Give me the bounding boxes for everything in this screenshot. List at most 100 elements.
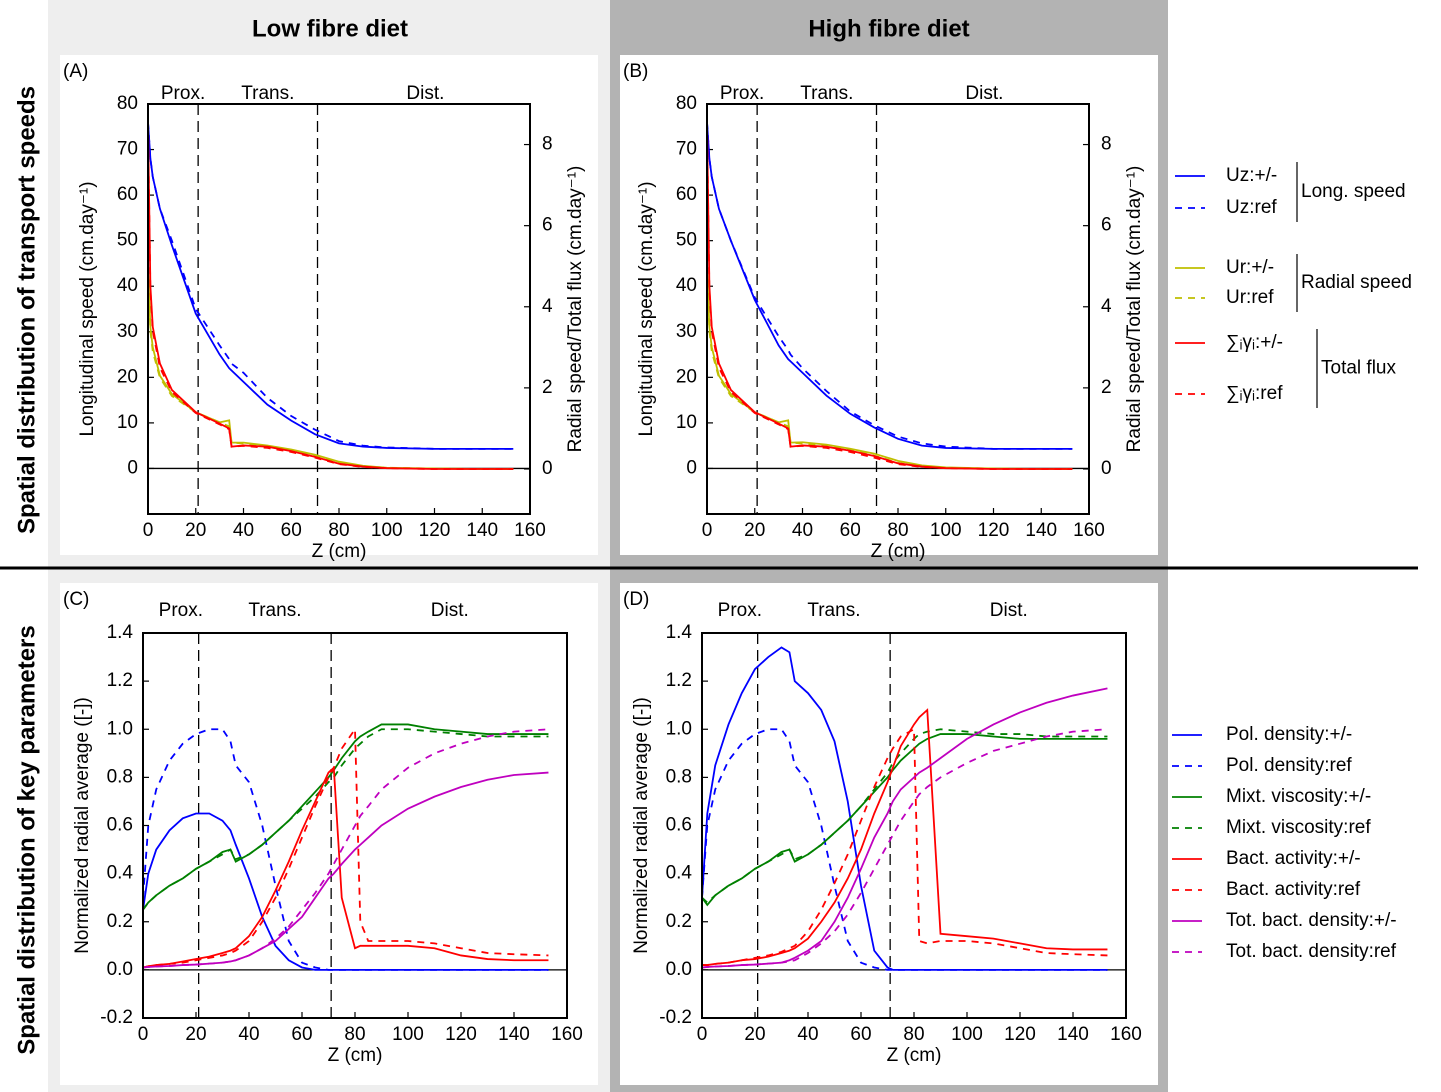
plot-frame — [147, 103, 531, 515]
legend-label: Mixt. viscosity:+/- — [1226, 786, 1371, 807]
legend-label: Mixt. viscosity:ref — [1226, 817, 1371, 838]
y2-tick-label: 8 — [1101, 134, 1112, 155]
x-tick-label: 0 — [697, 1024, 708, 1045]
y-tick-label: 40 — [676, 275, 697, 296]
series-line — [701, 728, 1108, 904]
legend-label: Pol. density:+/- — [1226, 724, 1352, 745]
y2-tick-label: 8 — [542, 134, 553, 155]
region-label: Prox. — [718, 600, 762, 621]
legend-label: Ur:+/- — [1226, 257, 1274, 278]
x-tick-label: 20 — [744, 520, 765, 541]
y-axis-label: Normalized radial average ([-]) — [631, 697, 652, 954]
x-tick-label: 80 — [903, 1024, 924, 1045]
y2-tick-label: 2 — [542, 377, 553, 398]
y-axis-label: Normalized radial average ([-]) — [72, 697, 93, 954]
panel-background — [60, 583, 598, 1085]
region-label: Trans. — [241, 83, 294, 104]
row-label: Spatial distribution of transport speeds — [13, 86, 40, 534]
legend-label: Tot. bact. density:ref — [1226, 941, 1397, 962]
x-axis-label: Z (cm) — [312, 541, 367, 562]
series-line — [702, 727, 1108, 966]
panel-background — [620, 55, 1158, 555]
x-tick-label: 160 — [1110, 1024, 1142, 1045]
x-axis-label: Z (cm) — [887, 1045, 942, 1066]
x-tick-label: 80 — [344, 1024, 365, 1045]
y-tick-label: 30 — [117, 321, 138, 342]
series-line — [142, 728, 549, 971]
legend-label: Pol. density:ref — [1226, 755, 1352, 776]
y2-tick-label: 4 — [1101, 296, 1112, 317]
region-label: Prox. — [159, 600, 203, 621]
y-tick-label: 1.0 — [107, 718, 133, 739]
region-label: Dist. — [965, 83, 1003, 104]
x-tick-label: 60 — [291, 1024, 312, 1045]
series-line — [706, 124, 1073, 470]
legend-label: Bact. activity:+/- — [1226, 848, 1361, 869]
region-label: Prox. — [161, 83, 205, 104]
y-tick-label: 70 — [117, 139, 138, 160]
region-label: Dist. — [431, 600, 469, 621]
x-tick-label: 40 — [792, 520, 813, 541]
y2-tick-label: 6 — [1101, 215, 1112, 236]
region-label: Trans. — [248, 600, 301, 621]
y-tick-label: 10 — [676, 412, 697, 433]
panel-background — [60, 55, 598, 555]
x-tick-label: 40 — [238, 1024, 259, 1045]
series-line — [147, 122, 514, 450]
y-tick-label: 80 — [676, 93, 697, 114]
y2-tick-label: 0 — [542, 458, 553, 479]
y-tick-label: 0.2 — [107, 911, 133, 932]
x-tick-label: 160 — [1073, 520, 1105, 541]
y-tick-label: 50 — [117, 230, 138, 251]
y-axis-label: Longitudinal speed (cm.day⁻¹) — [77, 181, 98, 436]
y-tick-label: 0.4 — [107, 863, 134, 884]
panel-label: (B) — [623, 61, 648, 82]
x-tick-label: 100 — [930, 520, 962, 541]
panel-label: (A) — [63, 61, 88, 82]
column-header: High fibre diet — [808, 15, 969, 42]
x-tick-label: 60 — [281, 520, 302, 541]
y2-axis-label: Radial speed/Total flux (cm.day⁻¹) — [565, 166, 586, 453]
y-tick-label: 0.0 — [107, 959, 133, 980]
y-tick-label: 0 — [686, 457, 697, 478]
y-tick-label: 70 — [676, 139, 697, 160]
y-tick-label: 20 — [676, 366, 697, 387]
y-tick-label: 0.2 — [666, 911, 692, 932]
y-tick-label: 1.4 — [666, 622, 693, 643]
x-tick-label: 120 — [445, 1024, 477, 1045]
x-tick-label: 20 — [185, 1024, 206, 1045]
region-label: Dist. — [406, 83, 444, 104]
y-tick-label: 1.0 — [666, 718, 692, 739]
y-tick-label: 60 — [117, 184, 138, 205]
legend-label: ∑ᵢγᵢ:+/- — [1226, 332, 1283, 353]
x-tick-label: 100 — [371, 520, 403, 541]
legend-group-label: Total flux — [1321, 358, 1396, 379]
y-tick-label: 0.8 — [107, 766, 133, 787]
y-tick-label: 0.8 — [666, 766, 692, 787]
plot-frame — [142, 632, 568, 1019]
x-tick-label: 40 — [797, 1024, 818, 1045]
column-header: Low fibre diet — [252, 15, 408, 42]
x-tick-label: 160 — [514, 520, 546, 541]
series-line — [147, 124, 514, 470]
x-tick-label: 100 — [392, 1024, 424, 1045]
y-tick-label: 0.4 — [666, 863, 693, 884]
legend-label: Tot. bact. density:+/- — [1226, 910, 1397, 931]
y-tick-label: 0.0 — [666, 959, 692, 980]
x-tick-label: 0 — [143, 520, 154, 541]
y-tick-label: 0 — [127, 457, 138, 478]
series-line — [701, 728, 1108, 971]
x-tick-label: 60 — [850, 1024, 871, 1045]
series-line — [701, 687, 1108, 969]
y-tick-label: -0.2 — [659, 1007, 692, 1028]
legend-group-label: Radial speed — [1301, 272, 1412, 293]
legend-label: Uz:ref — [1226, 197, 1277, 218]
panel-background — [620, 583, 1158, 1085]
y-axis-label: Longitudinal speed (cm.day⁻¹) — [636, 181, 657, 436]
x-tick-label: 140 — [1025, 520, 1057, 541]
y-tick-label: 50 — [676, 230, 697, 251]
x-tick-label: 120 — [419, 520, 451, 541]
x-tick-label: 140 — [1057, 1024, 1089, 1045]
